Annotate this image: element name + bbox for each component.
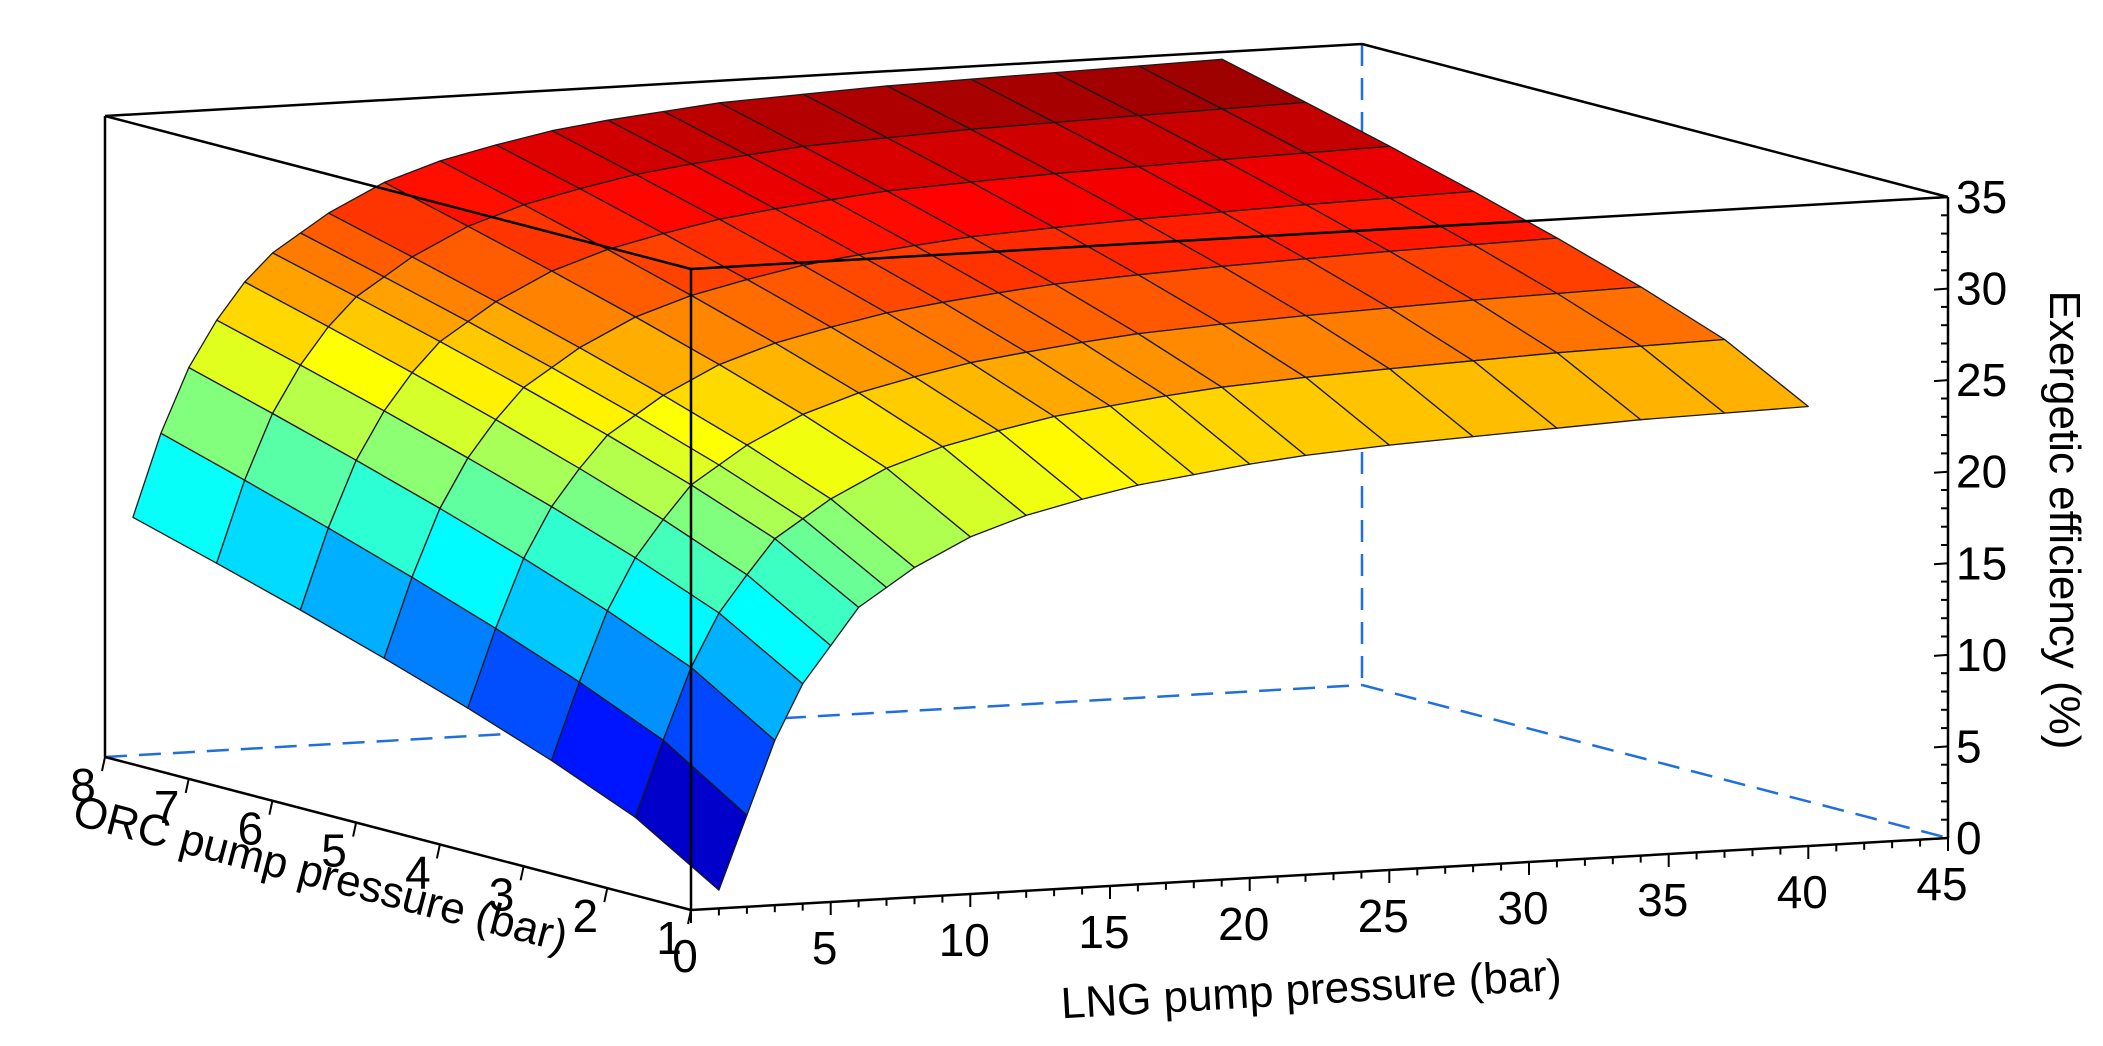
y-axis-tick: [435, 844, 441, 859]
y-axis-tick: [687, 909, 692, 925]
z-axis-tick: [1933, 653, 1949, 657]
x-tick-label: 20: [1218, 898, 1269, 950]
y-axis-tick: [101, 756, 106, 772]
visible-box-edges: [103, 42, 1950, 912]
x-axis-title: LNG pump pressure (bar): [1060, 951, 1563, 1029]
y-tick-label: 7: [154, 781, 180, 833]
box-edge-top-left: [104, 114, 692, 271]
y-axis-tick: [352, 822, 358, 837]
x-tick-label: 10: [939, 914, 990, 966]
x-tick-label: 15: [1078, 906, 1129, 958]
x-tick-label: 30: [1497, 882, 1548, 934]
y-tick-label: 3: [489, 868, 515, 920]
y-tick-label: 2: [573, 890, 599, 942]
box-edge-top-front: [690, 195, 1949, 271]
x-tick-label: 35: [1637, 874, 1688, 926]
z-axis-tick: [1933, 470, 1949, 474]
x-tick-label: 45: [1916, 858, 1967, 910]
z-tick-label: 25: [1956, 354, 2007, 406]
x-tick-label: 40: [1777, 866, 1828, 918]
y-tick-label: 6: [238, 803, 264, 855]
z-axis-title: Exergetic efficiency (%): [2040, 291, 2089, 750]
x-tick-label: 0: [672, 930, 698, 982]
z-tick-label: 20: [1956, 446, 2007, 498]
x-tick-label: 5: [812, 922, 838, 974]
z-axis-tick: [1933, 287, 1949, 291]
z-tick-label: 30: [1956, 263, 2007, 315]
z-tick-label: 10: [1956, 629, 2007, 681]
z-tick-label: 15: [1956, 537, 2007, 589]
y-axis-tick: [603, 887, 609, 903]
y-tick-label: 8: [70, 759, 96, 811]
z-axis-tick: [1933, 837, 1949, 840]
y-axis-line: [104, 755, 692, 912]
x-tick-label: 25: [1358, 890, 1409, 942]
y-axis-tick: [184, 778, 190, 794]
box-edge-top-right: [1361, 42, 1949, 199]
y-tick-label: 4: [405, 846, 431, 898]
z-tick-label: 35: [1956, 171, 2007, 223]
hidden-edge-floor-right: [1361, 683, 1949, 840]
z-axis-tick: [1933, 196, 1949, 199]
z-tick-label: 0: [1956, 812, 1982, 864]
z-tick-label: 5: [1956, 720, 1982, 772]
z-axis-tick: [1933, 745, 1949, 749]
z-axis-tick: [1933, 562, 1949, 566]
y-axis-tick: [519, 866, 525, 881]
y-axis-tick: [268, 800, 274, 815]
x-axis-line: [690, 836, 1949, 912]
box-edge-top-back: [104, 42, 1363, 118]
z-axis-tick: [1933, 379, 1949, 383]
y-tick-label: 5: [321, 825, 347, 877]
efficiency-surface: [132, 58, 1809, 891]
y-tick-label: 1: [656, 912, 682, 964]
